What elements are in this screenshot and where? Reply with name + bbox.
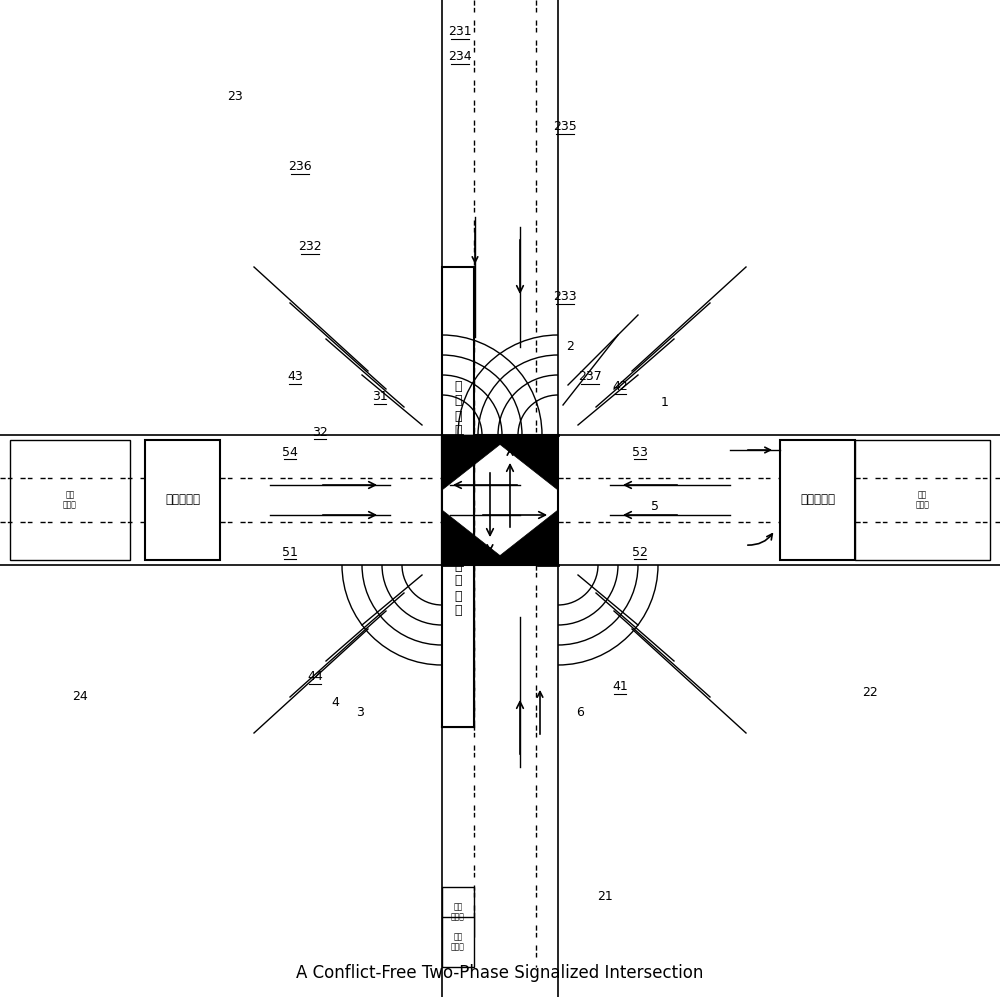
Text: 1: 1	[661, 396, 669, 409]
Bar	[855, 440, 990, 560]
Bar	[442, 267, 474, 565]
Text: 41: 41	[612, 681, 628, 694]
Text: A Conflict-Free Two-Phase Signalized Intersection: A Conflict-Free Two-Phase Signalized Int…	[296, 964, 704, 982]
Text: 237: 237	[578, 371, 602, 384]
Text: 4: 4	[331, 696, 339, 709]
Text: 231: 231	[448, 26, 472, 39]
Text: 左
弯
待
转
区: 左 弯 待 转 区	[454, 544, 462, 617]
FancyArrowPatch shape	[748, 533, 772, 545]
Text: 234: 234	[448, 51, 472, 64]
Bar	[442, 435, 474, 727]
Text: 左转
暂停区: 左转 暂停区	[916, 491, 929, 509]
Text: 6: 6	[576, 706, 584, 719]
Text: 54: 54	[282, 446, 298, 459]
Text: 51: 51	[282, 545, 298, 558]
Text: 31: 31	[372, 391, 388, 404]
Text: 左转
暂停区: 左转 暂停区	[63, 491, 77, 509]
Text: 21: 21	[597, 890, 613, 903]
Text: 52: 52	[632, 545, 648, 558]
Bar	[10, 440, 130, 560]
Text: 232: 232	[298, 240, 322, 253]
Text: 5: 5	[651, 500, 659, 513]
Text: 53: 53	[632, 446, 648, 459]
Text: 43: 43	[287, 371, 303, 384]
Text: 左转
暂停区: 左转 暂停区	[451, 932, 465, 952]
Polygon shape	[442, 435, 512, 490]
Text: 22: 22	[862, 686, 878, 699]
Text: 23: 23	[227, 91, 243, 104]
Bar	[145, 440, 220, 560]
Text: 左弯待转区: 左弯待转区	[800, 494, 835, 506]
Bar	[442, 917, 474, 967]
Text: 44: 44	[307, 671, 323, 684]
Text: 42: 42	[612, 381, 628, 394]
Text: 2: 2	[566, 341, 574, 354]
Text: 3: 3	[356, 706, 364, 719]
Text: 左
弯
待
转
区: 左 弯 待 转 区	[454, 380, 462, 453]
Bar	[780, 440, 855, 560]
Text: 235: 235	[553, 121, 577, 134]
Text: 左转
暂停区: 左转 暂停区	[451, 902, 465, 921]
Text: 236: 236	[288, 161, 312, 173]
Text: 32: 32	[312, 426, 328, 439]
Polygon shape	[442, 510, 512, 565]
Text: 24: 24	[72, 691, 88, 704]
Polygon shape	[488, 510, 558, 565]
Bar	[442, 887, 474, 937]
Text: 233: 233	[553, 290, 577, 303]
Polygon shape	[488, 435, 558, 490]
Text: 左弯待转区: 左弯待转区	[165, 494, 200, 506]
